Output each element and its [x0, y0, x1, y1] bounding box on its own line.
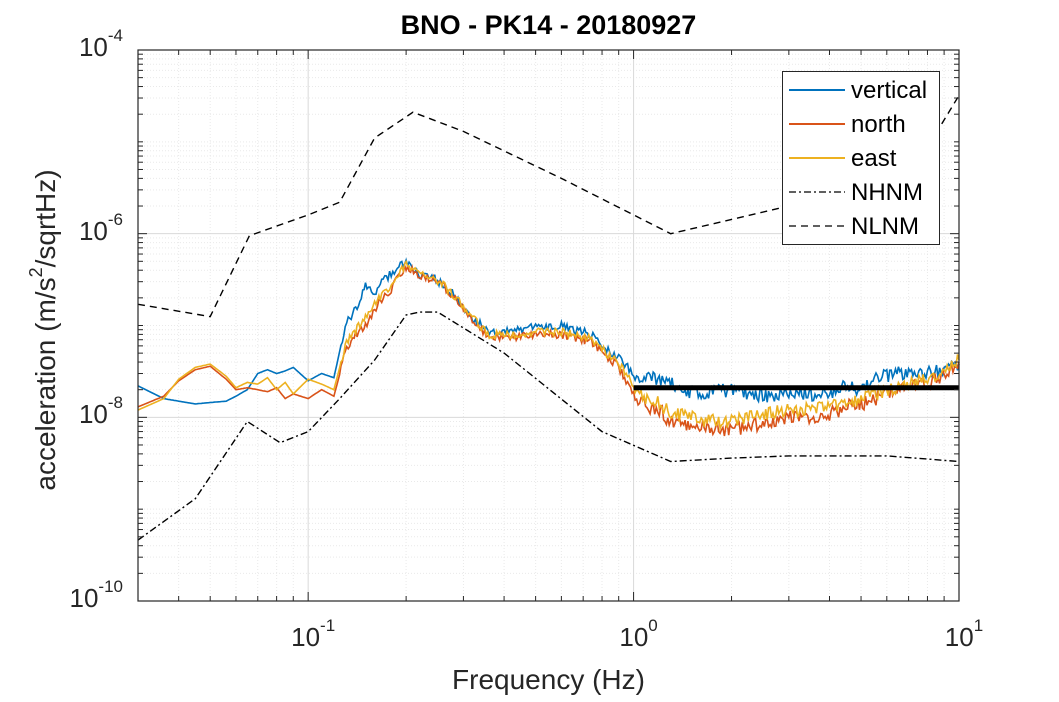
y-tick-label: 10-4	[13, 26, 123, 63]
legend-item-north: north	[783, 108, 941, 140]
legend-label-vertical: vertical	[851, 77, 928, 104]
series-line-nhnm	[137, 311, 960, 541]
x-tick-base: 10	[291, 622, 321, 652]
x-tick-exponent: -1	[320, 616, 336, 635]
y-tick-exponent: -10	[98, 577, 123, 596]
y-tick-exponent: -4	[107, 26, 123, 45]
legend-item-nhnm: NHNM	[783, 176, 941, 208]
y-tick-exponent: -8	[107, 393, 123, 413]
legend-swatch-east	[789, 157, 845, 159]
x-tick-label: 10-1	[268, 616, 358, 653]
legend-label-east: east	[851, 145, 897, 172]
legend-label-nlnm: NLNM	[851, 213, 920, 240]
legend-swatch-north	[789, 123, 845, 125]
x-axis-label: Frequency (Hz)	[452, 664, 645, 695]
series-line-east	[137, 259, 960, 432]
legend-swatch-vertical	[789, 89, 845, 91]
y-tick-base: 10	[78, 32, 108, 62]
axis-tick-marks	[137, 50, 959, 602]
x-tick-base: 10	[619, 622, 649, 652]
series-line-vertical	[137, 257, 960, 405]
y-tick-label: 10-6	[13, 210, 123, 247]
y-tick-label: 10-8	[13, 393, 123, 430]
x-tick-exponent: 0	[648, 616, 658, 635]
x-tick-base: 10	[944, 622, 974, 652]
y-tick-label: 10-10	[13, 577, 124, 614]
y-tick-base: 10	[69, 583, 99, 613]
y-tick-base: 10	[78, 215, 108, 246]
legend-label-north: north	[851, 111, 906, 138]
x-tick-label: 101	[919, 616, 1009, 653]
chart-title: BNO - PK14 - 20180927	[400, 10, 697, 40]
y-axis-label-exponent: 2	[26, 267, 46, 278]
legend: vertical north east NHNM NLNM	[782, 71, 940, 245]
legend-label-nhnm: NHNM	[851, 179, 923, 206]
legend-item-vertical: vertical	[783, 74, 941, 106]
legend-swatch-nhnm	[789, 191, 845, 193]
x-tick-exponent: 1	[973, 616, 984, 635]
y-tick-exponent: -6	[107, 209, 123, 229]
x-tick-label: 100	[594, 616, 684, 653]
legend-item-east: east	[783, 142, 941, 174]
y-axis-label-prefix: acceleration (m/s	[30, 277, 61, 491]
legend-swatch-nlnm	[789, 225, 845, 227]
legend-item-nlnm: NLNM	[783, 210, 941, 242]
y-tick-base: 10	[78, 399, 108, 430]
